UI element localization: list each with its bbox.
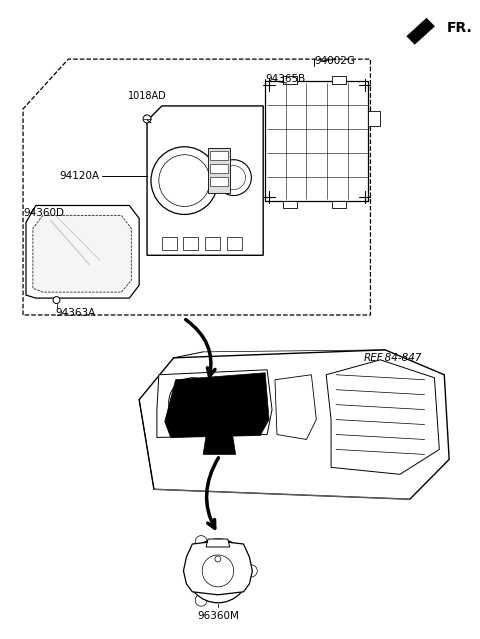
Polygon shape [227, 237, 241, 250]
Polygon shape [183, 237, 198, 250]
Text: REF.84-847: REF.84-847 [363, 353, 422, 363]
Circle shape [143, 115, 151, 123]
Text: FR.: FR. [447, 21, 473, 35]
Polygon shape [147, 106, 263, 255]
Polygon shape [369, 111, 380, 126]
Polygon shape [139, 350, 449, 499]
Circle shape [186, 539, 250, 603]
Polygon shape [162, 237, 177, 250]
Circle shape [196, 549, 240, 593]
Circle shape [195, 535, 207, 548]
Polygon shape [210, 151, 228, 160]
Circle shape [159, 155, 210, 206]
Polygon shape [326, 360, 439, 474]
Circle shape [215, 556, 221, 562]
Circle shape [225, 385, 260, 420]
Circle shape [202, 555, 234, 587]
Polygon shape [157, 370, 272, 438]
Text: 1018AD: 1018AD [128, 91, 167, 101]
Polygon shape [283, 201, 297, 208]
Polygon shape [208, 148, 230, 192]
Polygon shape [265, 81, 369, 201]
Polygon shape [165, 373, 269, 438]
Polygon shape [407, 19, 434, 44]
Text: 94363A: 94363A [56, 308, 96, 318]
Polygon shape [275, 374, 316, 440]
Polygon shape [206, 539, 230, 547]
Circle shape [245, 565, 257, 577]
Text: 94360D: 94360D [23, 208, 64, 219]
Polygon shape [203, 436, 236, 454]
Circle shape [53, 296, 60, 304]
Polygon shape [332, 201, 346, 208]
Circle shape [168, 378, 218, 427]
Polygon shape [33, 215, 132, 292]
Text: 94002G: 94002G [314, 56, 355, 66]
Polygon shape [283, 76, 297, 84]
Text: 94120A: 94120A [60, 171, 100, 181]
Polygon shape [332, 76, 346, 84]
Circle shape [216, 160, 252, 196]
Text: 96360M: 96360M [197, 611, 239, 620]
Polygon shape [205, 237, 220, 250]
Circle shape [208, 561, 228, 581]
Polygon shape [183, 541, 252, 595]
Circle shape [195, 594, 207, 606]
Polygon shape [26, 206, 139, 298]
Circle shape [222, 166, 245, 190]
Polygon shape [210, 164, 228, 173]
Circle shape [151, 147, 218, 215]
Text: 94365B: 94365B [265, 74, 305, 84]
Polygon shape [210, 176, 228, 185]
